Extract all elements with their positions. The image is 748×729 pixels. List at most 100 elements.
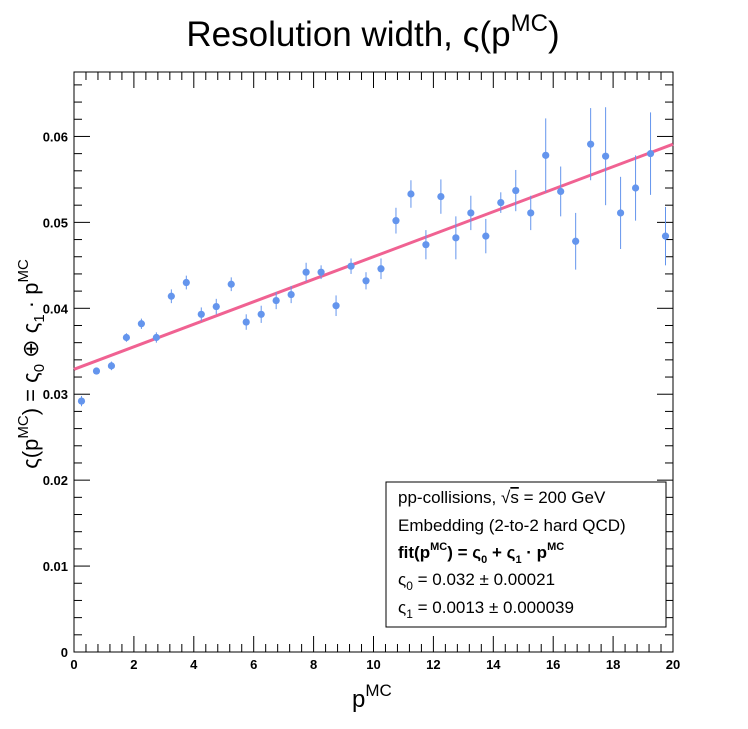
data-point [527,209,535,217]
legend-fit-sub0: 0 [481,554,487,566]
data-point [257,310,265,318]
y-axis-label-sup2: MC [15,259,32,282]
fit-line-layer [73,142,674,371]
y-tick-label: 0.01 [43,559,68,574]
data-point [661,232,670,240]
x-tick-label: 4 [190,657,198,672]
data-point [572,237,580,245]
legend-fit-sup1: MC [430,541,447,553]
data-point [92,367,101,375]
x-tick-label: 6 [250,657,257,672]
legend-collisions-rest: = 200 GeV [519,488,606,507]
y-axis-label-sub1: 1 [31,314,48,322]
x-axis-label: pMC [352,681,392,713]
legend-collisions-sqrt-arg: s [510,488,519,507]
data-point [197,310,205,318]
legend-frame [385,481,667,628]
legend-line-embedding: Embedding (2-to-2 hard QCD) [398,516,626,535]
x-axis-label-sup: MC [365,681,391,700]
data-point [272,296,280,305]
data-point [377,265,385,273]
x-tick-label: 8 [310,657,317,672]
data-point [497,199,505,207]
data-point [602,152,610,160]
fit-line [73,142,674,371]
legend-embedding-text: Embedding (2-to-2 hard QCD) [398,516,626,535]
y-axis-label-sub0: 0 [31,364,48,372]
chart-title-end: ) [548,15,560,54]
legend-sigma0-text: = 0.032 ± 0.00021 [413,570,555,589]
data-point [182,278,190,287]
data-point [646,150,655,158]
data-point [302,268,310,276]
y-axis-label: ς(pMC) = ς0 ⊕ ς1 · pMC [15,259,48,469]
x-tick-label: 18 [606,657,620,672]
data-point [227,280,235,288]
legend-fit-sub1: 1 [515,554,521,566]
legend-sigma1-text: = 0.0013 ± 0.000039 [413,598,574,617]
x-tick-label: 16 [546,657,560,672]
data-point [107,362,116,370]
legend-line-collisions: pp-collisions, √s = 200 GeV [398,488,606,507]
legend-line-fit: fit(pMC) = ς0 + ς1 · pMC [398,541,564,566]
data-point [631,184,640,192]
data-point [542,151,550,159]
data-point [212,302,220,311]
data-point [347,262,355,270]
chart-title-main: Resolution width, ς(p [186,15,510,54]
x-tick-label: 10 [366,657,380,672]
data-point [452,234,460,242]
y-tick-label: 0 [61,645,68,660]
y-tick-label: 0.05 [43,215,68,230]
y-axis: 0 0.01 0.02 0.03 0.04 0.05 0.06 [43,84,673,660]
data-point [287,290,295,299]
y-tick-label: 0.06 [43,129,68,144]
data-point [407,190,415,198]
y-axis-label-part4: · p [18,283,43,315]
legend-sigma0-sub: 0 [406,579,413,593]
y-axis-label-part2: ) = ς [18,372,43,415]
legend-sigma0-symbol: ς [398,570,406,589]
legend-fit-part3: + ς [487,543,515,562]
x-tick-label: 2 [130,657,137,672]
x-tick-label: 12 [426,657,440,672]
y-tick-label: 0.03 [43,387,68,402]
legend-collisions-text: pp-collisions, [398,488,501,507]
data-point [557,187,565,196]
data-point [362,277,370,285]
y-axis-label-part3: ⊕ ς [18,323,43,364]
legend-sigma1-symbol: ς [398,598,406,617]
data-point [437,192,445,201]
legend-line-sigma0: ς0 = 0.032 ± 0.00021 [398,570,555,593]
y-tick-label: 0.02 [43,473,68,488]
legend-fit-part2: ) = ς [447,543,481,562]
data-point [152,333,160,342]
data-point [317,268,325,276]
x-tick-label: 14 [486,657,501,672]
legend-line-sigma1: ς1 = 0.0013 ± 0.000039 [398,598,574,621]
data-point [242,318,250,326]
y-tick-label: 0.04 [43,301,69,316]
legend-sigma1-sub: 1 [406,607,413,621]
data-point [332,302,340,310]
data-point [467,209,475,217]
data-point [77,397,86,405]
data-point [137,320,145,328]
data-point [512,186,520,195]
x-tick-label: 0 [70,657,77,672]
chart-title-sup: MC [511,10,548,37]
data-points-layer [77,107,670,407]
x-tick-label: 20 [666,657,680,672]
data-point [587,140,595,148]
legend-box: pp-collisions, √s = 200 GeV Embedding (2… [385,481,667,628]
data-point [122,333,131,342]
x-axis-label-main: p [352,686,365,713]
data-point [616,209,625,217]
data-point [422,241,430,249]
legend-fit-sup2: MC [547,541,564,553]
sqrt-icon: √ [501,488,511,507]
legend-fit-part4: · p [522,543,548,562]
data-point [482,232,490,240]
